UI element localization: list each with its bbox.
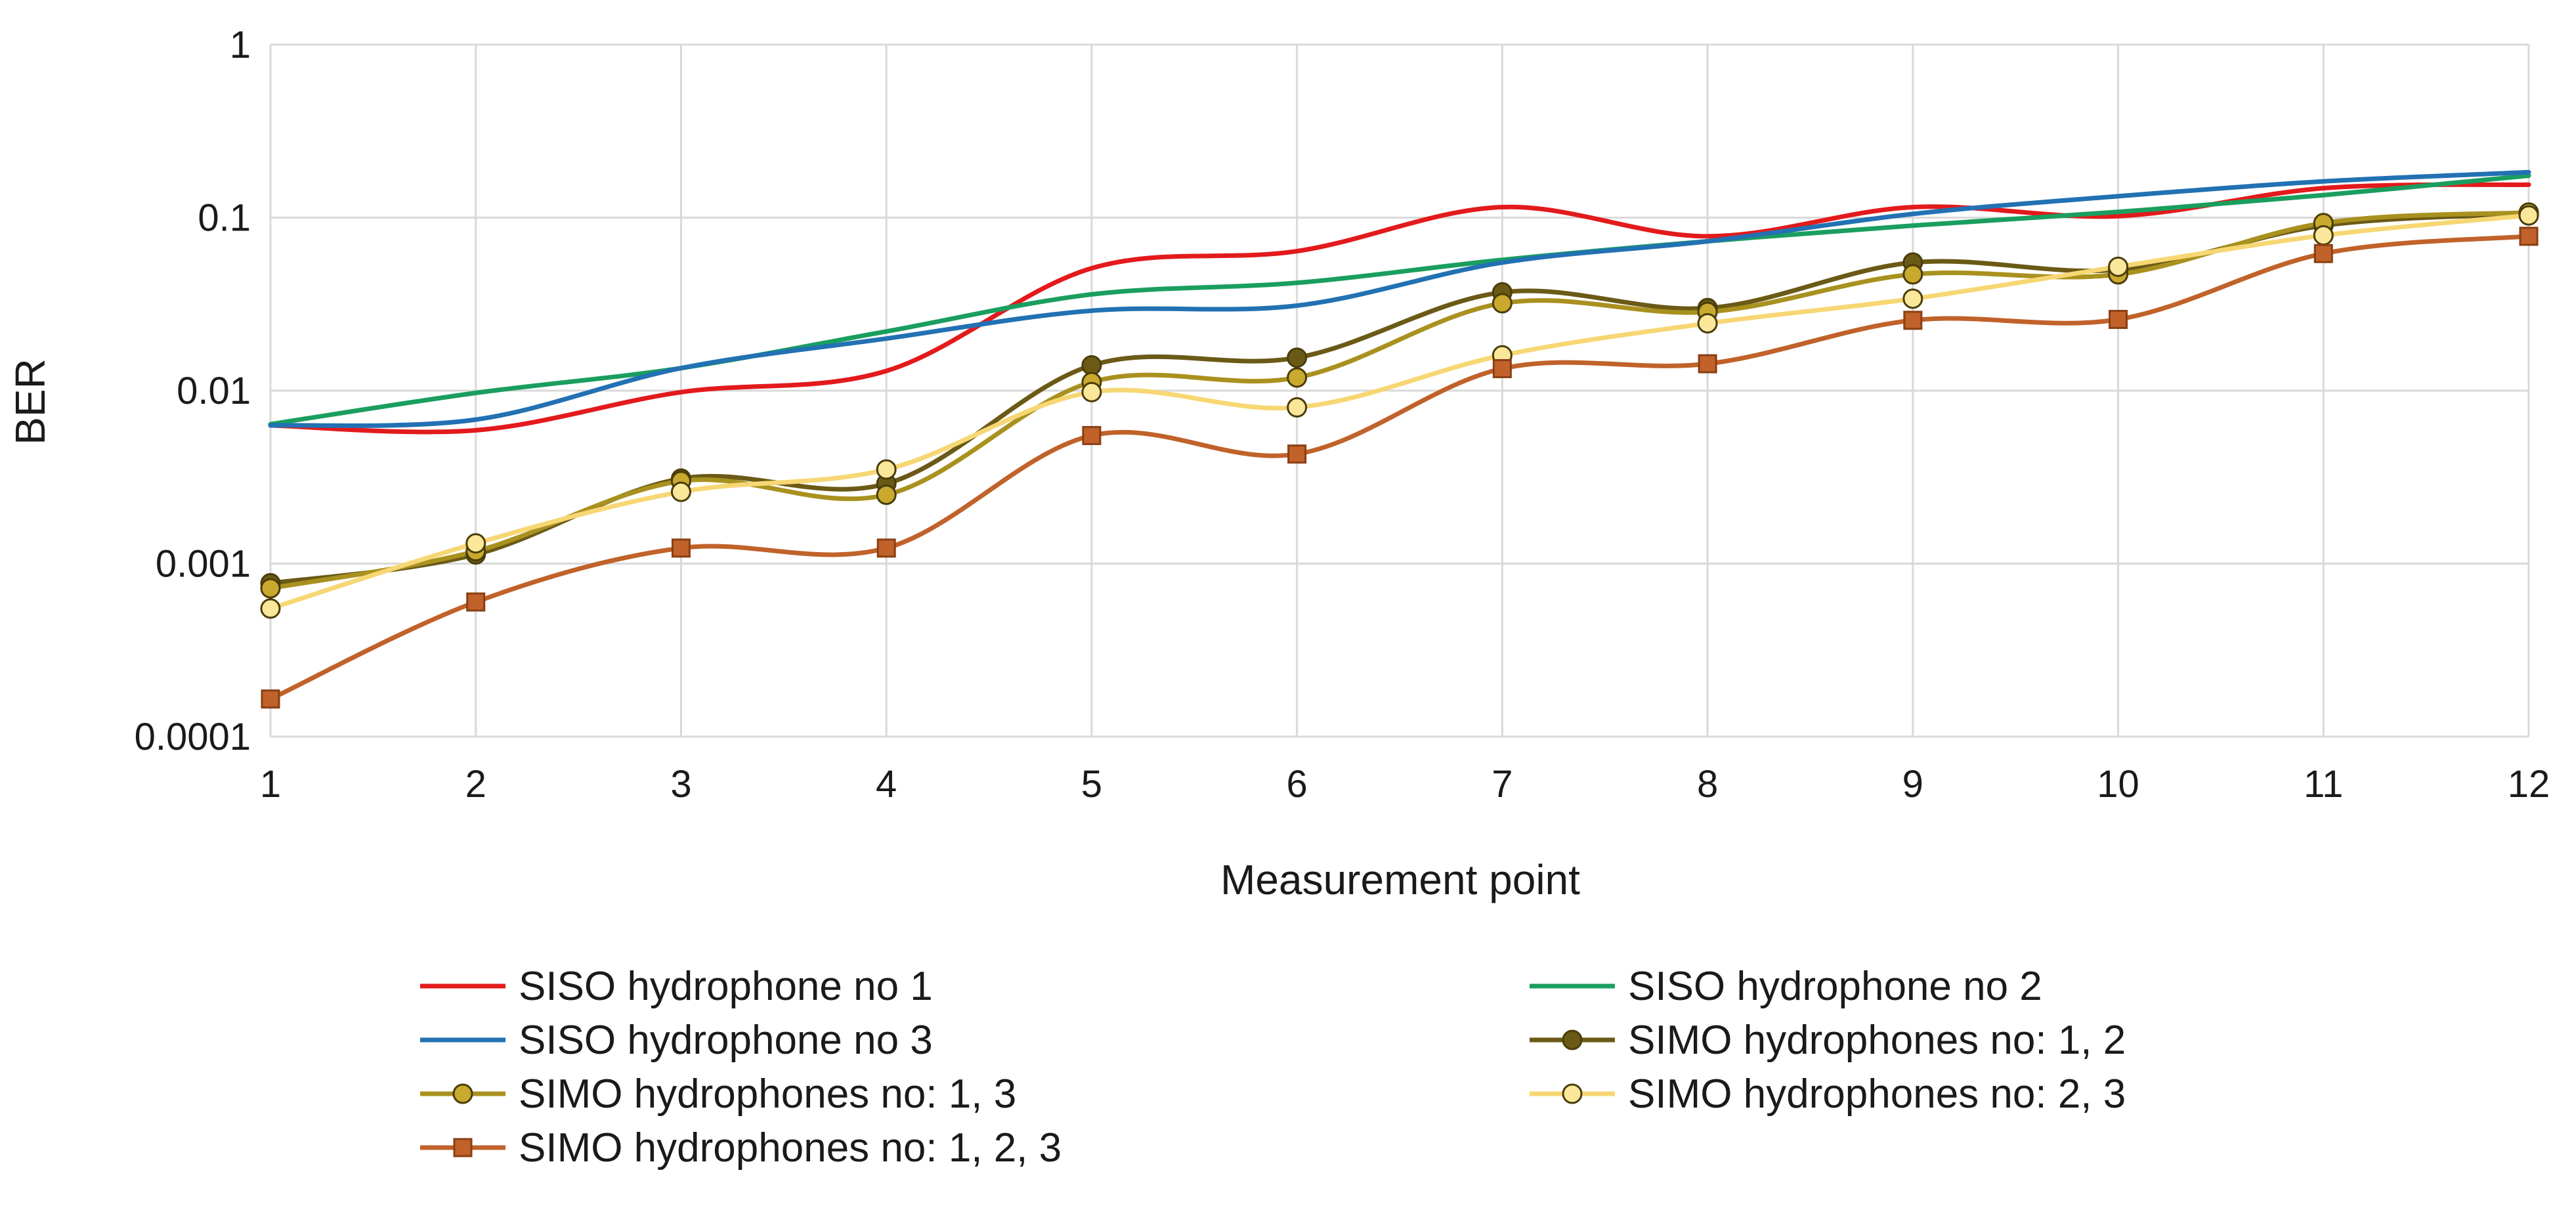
data-point-series-7 bbox=[1082, 425, 1102, 445]
data-point-series-6 bbox=[1081, 381, 1102, 402]
legend-label: SIMO hydrophones no: 1, 2 bbox=[1628, 1018, 2126, 1063]
data-point-series-7 bbox=[671, 538, 691, 558]
legend-item: SIMO hydrophones no: 1, 2 bbox=[1530, 1018, 2126, 1063]
x-axis-title: Measurement point bbox=[1220, 856, 1580, 903]
legend-item: SIMO hydrophones no: 1, 3 bbox=[420, 1071, 1016, 1117]
y-tick-label: 0.0001 bbox=[135, 716, 251, 758]
x-tick-label: 4 bbox=[876, 763, 897, 806]
legend-item: SISO hydrophone no 2 bbox=[1530, 964, 2042, 1009]
legend: SISO hydrophone no 1 SISO hydrophone no 2… bbox=[420, 964, 2126, 1171]
data-point-series-5 bbox=[1902, 264, 1923, 285]
x-tick-label: 1 bbox=[260, 763, 281, 806]
series-line-5 bbox=[268, 210, 2531, 591]
data-point-series-6 bbox=[2108, 256, 2129, 277]
data-point-series-4 bbox=[1287, 347, 1308, 368]
legend-item: SISO hydrophone no 1 bbox=[420, 964, 933, 1009]
series-lines bbox=[268, 169, 2531, 702]
data-point-series-7 bbox=[261, 689, 280, 709]
data-point-series-7 bbox=[876, 538, 896, 558]
data-point-series-6 bbox=[2518, 205, 2539, 226]
series-line-7 bbox=[268, 234, 2531, 702]
legend-label: SIMO hydrophones no: 1, 2, 3 bbox=[519, 1125, 1062, 1171]
data-point-series-6 bbox=[260, 598, 281, 619]
data-point-series-6 bbox=[670, 481, 691, 502]
legend-label: SISO hydrophone no 2 bbox=[1628, 964, 2042, 1009]
legend-swatch-marker bbox=[1562, 1083, 1583, 1104]
legend-swatch-marker bbox=[453, 1138, 473, 1157]
x-tick-label: 2 bbox=[465, 763, 486, 806]
series-line-4 bbox=[268, 211, 2531, 586]
data-point-series-7 bbox=[1287, 444, 1307, 464]
y-tick-label: 0.001 bbox=[156, 543, 251, 586]
x-tick-label: 11 bbox=[2304, 763, 2343, 806]
data-point-series-6 bbox=[465, 533, 486, 554]
legend-label: SIMO hydrophones no: 2, 3 bbox=[1628, 1071, 2126, 1117]
data-point-series-6 bbox=[876, 459, 897, 480]
data-point-series-6 bbox=[1902, 288, 1923, 309]
series-line-1 bbox=[268, 182, 2531, 435]
data-point-series-4 bbox=[1081, 355, 1102, 376]
series-markers bbox=[260, 202, 2539, 709]
legend-item: SISO hydrophone no 3 bbox=[420, 1018, 933, 1063]
data-point-series-5 bbox=[260, 578, 281, 599]
x-tick-label: 12 bbox=[2508, 763, 2550, 806]
legend-label: SIMO hydrophones no: 1, 3 bbox=[519, 1071, 1016, 1117]
data-point-series-7 bbox=[1698, 354, 1717, 374]
x-tick-label: 5 bbox=[1081, 763, 1102, 806]
data-point-series-7 bbox=[1492, 359, 1512, 379]
data-point-series-7 bbox=[466, 592, 486, 612]
data-point-series-5 bbox=[1492, 293, 1513, 314]
x-tick-label: 3 bbox=[670, 763, 691, 806]
series-line-3 bbox=[268, 169, 2531, 428]
legend-swatch-marker bbox=[1562, 1029, 1583, 1050]
y-axis-title: BER bbox=[7, 358, 54, 445]
data-point-series-6 bbox=[2313, 225, 2334, 246]
x-tick-label: 9 bbox=[1902, 763, 1923, 806]
legend-item: SIMO hydrophones no: 2, 3 bbox=[1530, 1071, 2126, 1117]
data-point-series-5 bbox=[876, 485, 897, 506]
data-point-series-5 bbox=[1287, 367, 1308, 388]
data-point-series-7 bbox=[2519, 226, 2539, 246]
data-point-series-6 bbox=[1287, 397, 1308, 418]
data-point-series-7 bbox=[2313, 244, 2333, 263]
legend-item: SIMO hydrophones no: 1, 2, 3 bbox=[420, 1125, 1062, 1171]
y-tick-label: 0.1 bbox=[198, 197, 251, 240]
data-point-series-6 bbox=[1697, 313, 1718, 334]
x-tick-label: 10 bbox=[2097, 763, 2139, 806]
series-line-6 bbox=[268, 213, 2531, 611]
data-point-series-7 bbox=[1903, 311, 1923, 330]
x-tick-label: 8 bbox=[1697, 763, 1718, 806]
data-point-series-7 bbox=[2109, 310, 2128, 330]
y-tick-label: 1 bbox=[230, 24, 251, 66]
x-tick-label: 7 bbox=[1492, 763, 1513, 806]
grid bbox=[269, 43, 2530, 738]
y-tick-label: 0.01 bbox=[177, 370, 251, 412]
legend-label: SISO hydrophone no 3 bbox=[519, 1018, 933, 1063]
legend-label: SISO hydrophone no 1 bbox=[519, 964, 933, 1009]
legend-swatch-marker bbox=[452, 1083, 473, 1104]
y-axis-ticks: 1 0.1 0.01 0.001 0.0001 bbox=[135, 24, 251, 758]
x-tick-label: 6 bbox=[1287, 763, 1308, 806]
x-axis-ticks: 1 2 3 4 5 6 7 8 9 10 11 12 bbox=[260, 763, 2550, 806]
